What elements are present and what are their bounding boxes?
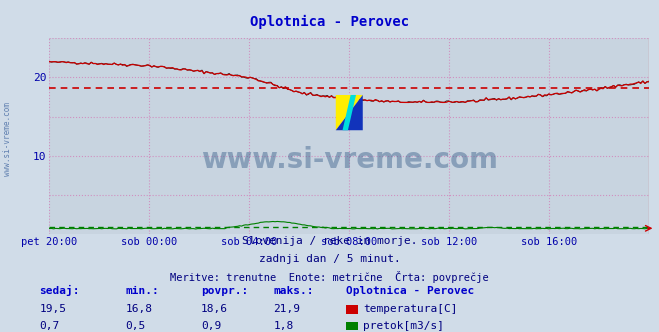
Text: Meritve: trenutne  Enote: metrične  Črta: povprečje: Meritve: trenutne Enote: metrične Črta: … (170, 271, 489, 283)
Text: povpr.:: povpr.: (201, 286, 248, 296)
Text: 0,7: 0,7 (40, 321, 60, 331)
Text: 0,9: 0,9 (201, 321, 221, 331)
Text: Slovenija / reke in morje.: Slovenija / reke in morje. (242, 236, 417, 246)
Text: 0,5: 0,5 (125, 321, 146, 331)
Text: www.si-vreme.com: www.si-vreme.com (3, 103, 13, 176)
Text: 19,5: 19,5 (40, 304, 67, 314)
Text: 18,6: 18,6 (201, 304, 228, 314)
Text: Oplotnica - Perovec: Oplotnica - Perovec (250, 15, 409, 29)
Text: temperatura[C]: temperatura[C] (363, 304, 457, 314)
Polygon shape (336, 95, 362, 130)
Text: 21,9: 21,9 (273, 304, 301, 314)
Text: maks.:: maks.: (273, 286, 314, 296)
Text: pretok[m3/s]: pretok[m3/s] (363, 321, 444, 331)
Polygon shape (336, 95, 362, 130)
Text: 16,8: 16,8 (125, 304, 152, 314)
Text: www.si-vreme.com: www.si-vreme.com (201, 146, 498, 174)
Text: sedaj:: sedaj: (40, 285, 80, 296)
Text: 1,8: 1,8 (273, 321, 294, 331)
Text: zadnji dan / 5 minut.: zadnji dan / 5 minut. (258, 254, 401, 264)
Polygon shape (343, 95, 356, 130)
Text: Oplotnica - Perovec: Oplotnica - Perovec (346, 286, 474, 296)
Text: min.:: min.: (125, 286, 159, 296)
